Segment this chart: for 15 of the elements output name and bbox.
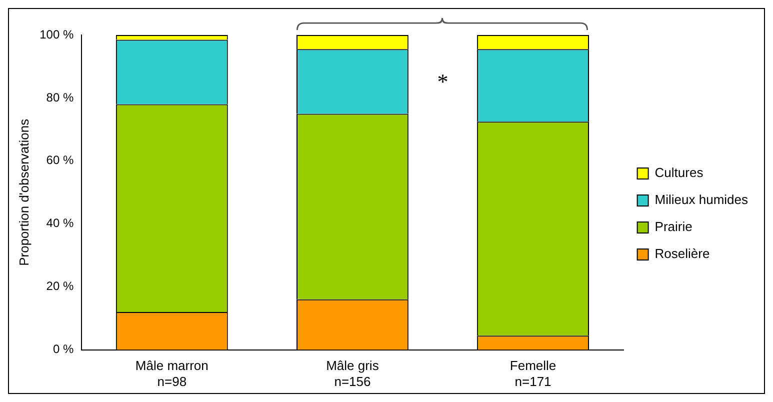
y-tick-label: 60 % xyxy=(46,153,74,168)
y-tick-label: 20 % xyxy=(46,279,74,294)
y-tick-label: 0 % xyxy=(52,342,74,356)
y-tick-label: 40 % xyxy=(46,216,74,230)
x-tick-label: Femelle n=171 xyxy=(510,358,556,389)
legend-label: Roselière xyxy=(654,246,710,262)
x-tick-label: Mâle marron n=98 xyxy=(135,358,208,389)
y-tick-label: 100 % xyxy=(40,27,74,42)
annotation: * xyxy=(437,68,448,94)
legend-label: Milieux humides xyxy=(654,192,748,208)
legend-label: Prairie xyxy=(654,219,692,234)
legend-label: Cultures xyxy=(654,165,704,180)
y-axis-title: Proportion d'observations xyxy=(16,118,32,266)
y-tick-label: 80 % xyxy=(46,90,74,104)
x-tick-label: Mâle gris n=156 xyxy=(326,358,380,389)
